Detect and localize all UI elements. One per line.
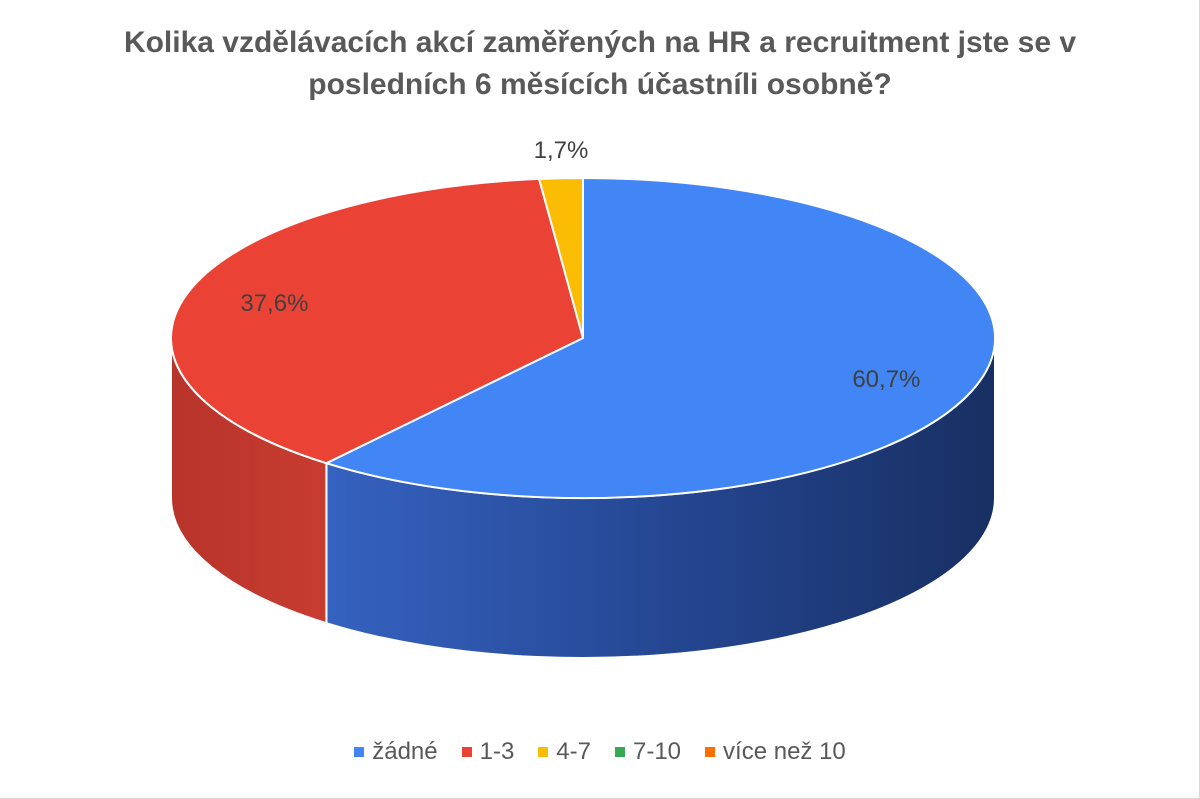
data-label-dn: 60,7%: [852, 366, 920, 393]
legend-item-dn: žádné: [354, 738, 438, 766]
pie-slice-dn: [325, 177, 996, 499]
legend-swatch: [354, 747, 365, 757]
legend-label: žádné: [372, 738, 438, 765]
legend-swatch: [705, 747, 716, 757]
chart-title-line-2: posledních 6 měsících účastníli osobně?: [308, 68, 892, 101]
legend-item-v-ce-ne-10: více než 10: [705, 738, 846, 766]
pie-labels: 60,7% 37,6% 1,7%: [240, 137, 920, 393]
legend-item-1-3: 1-3: [461, 738, 515, 766]
legend-swatch: [538, 747, 549, 757]
legend-label: více než 10: [723, 738, 846, 765]
legend: žádné 1-3 4-7 7-10 více než 10: [0, 738, 1200, 766]
legend-label: 7-10: [632, 738, 682, 765]
pie-slice-4-7: [538, 177, 584, 339]
data-label-1-3: 37,6%: [240, 290, 308, 317]
chart-title-line-1: Kolika vzdělávacích akcí zaměřených na H…: [123, 26, 1077, 59]
legend-swatch: [461, 747, 472, 757]
pie-tops: [170, 177, 996, 499]
pie-slice-1-3: [170, 177, 584, 465]
chart-title: Kolika vzdělávacích akcí zaměřených na H…: [0, 22, 1200, 106]
data-label-4-7: 1,7%: [534, 137, 589, 164]
legend-label: 1-3: [479, 738, 515, 765]
legend-swatch: [614, 747, 625, 757]
legend-item-7-10: 7-10: [614, 738, 682, 766]
legend-item-4-7: 4-7: [538, 738, 591, 766]
legend-label: 4-7: [556, 738, 591, 765]
pie-sides: [170, 337, 996, 659]
